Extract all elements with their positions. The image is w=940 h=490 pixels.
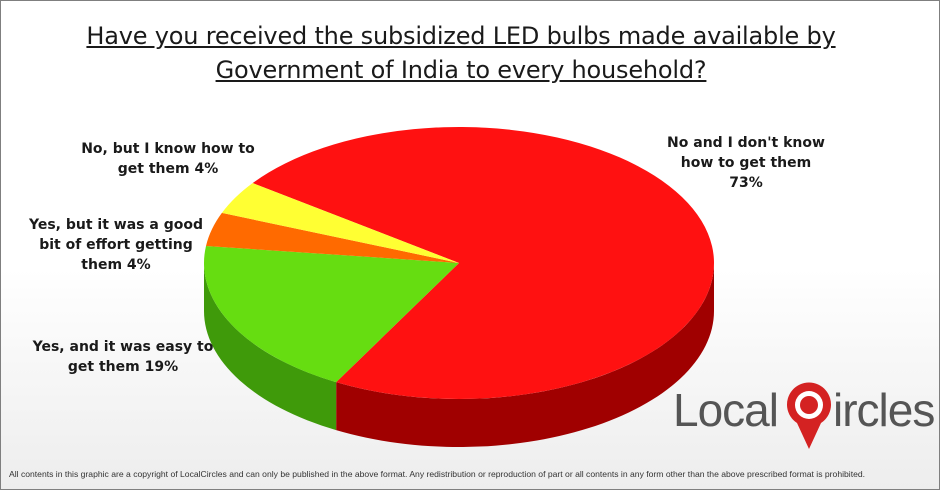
pie-slice-2 <box>206 212 459 263</box>
chart-title: Have you received the subsidized LED bul… <box>61 19 861 87</box>
slice-label-no-know-how: No, but I know how to get them 4% <box>81 141 255 177</box>
pie-slice-3 <box>221 183 459 263</box>
pie-slice-1 <box>204 245 459 383</box>
copyright-footer: All contents in this graphic are a copyr… <box>9 469 866 479</box>
pie-side-walls <box>204 263 714 448</box>
logo-text-local: Local <box>673 384 779 436</box>
slice-label-yes-effort: Yes, but it was a good bit of effort get… <box>29 217 203 273</box>
slice-label-no-dont-know: No and I don't know how to get them 73% <box>667 135 825 191</box>
slice-label-yes-easy: Yes, and it was easy to get them 19% <box>32 339 214 375</box>
pie-slice-side-1 <box>204 263 337 431</box>
logo-pin-icon <box>787 382 831 449</box>
pie-slice-side-0 <box>336 263 714 448</box>
chart-title-line1: Have you received the subsidized LED bul… <box>86 22 836 50</box>
localcircles-logo: Local ircles <box>673 379 939 449</box>
pie-slice-0 <box>252 126 714 399</box>
pie-top-faces <box>204 126 714 399</box>
chart-title-line2: Government of India to every household? <box>215 56 707 84</box>
logo-text-ircles: ircles <box>833 384 935 436</box>
